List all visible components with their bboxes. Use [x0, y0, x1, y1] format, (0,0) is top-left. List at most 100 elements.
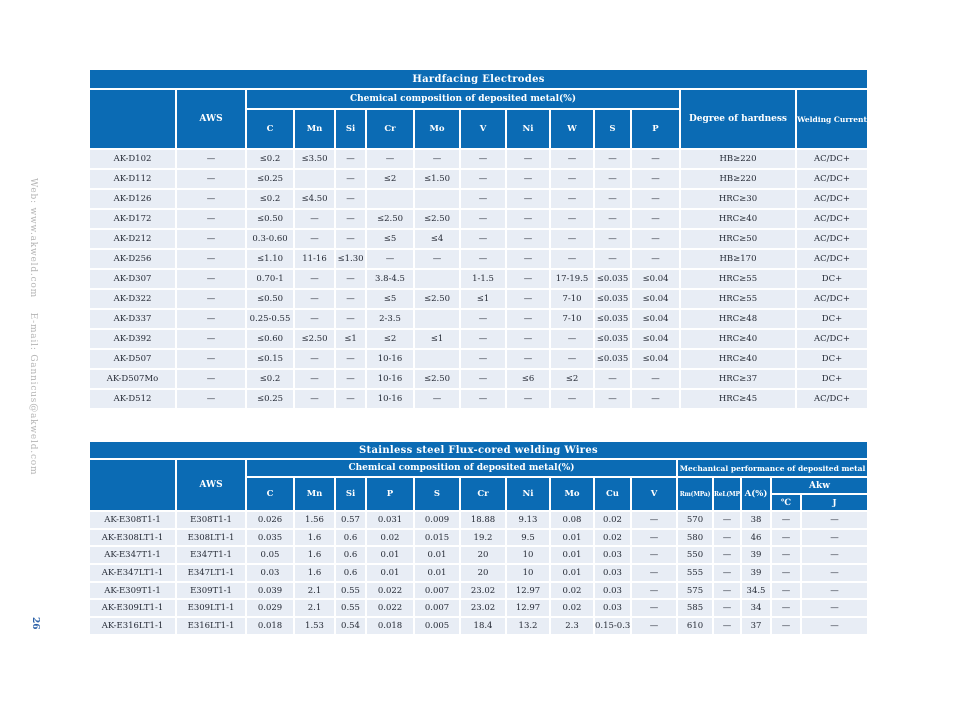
table2-body: AK-E308T1-1 E308T1-1 0.026 1.56 0.57 0.031 0.0… — [88, 510, 870, 636]
table-row: AK-E347LT1-1 E347LT1-1 0.03 1.6 0.6 0.01 0.01 2… — [88, 563, 870, 583]
value-cell: DC+ — [794, 268, 870, 290]
value-cell: ≤2.50 — [413, 288, 461, 310]
value-cell: ≤0.035 — [593, 268, 632, 290]
table1-title-row: Hardfacing Electrodes — [87, 68, 870, 90]
value-cell: ≤0.50 — [245, 288, 295, 310]
value-cell: — — [459, 248, 507, 270]
value-cell: — — [334, 388, 367, 410]
value-cell: 0.3-0.60 — [245, 228, 295, 250]
value-cell: HRC≥40 — [679, 328, 797, 350]
value-cell: 23.02 — [459, 580, 507, 601]
value-cell: 2.3 — [549, 616, 595, 636]
value-cell: — — [770, 545, 802, 566]
value-cell: 3.8-4.5 — [365, 268, 415, 290]
value-cell: — — [334, 308, 367, 330]
model-name-cell: AK-E316LT1-1 — [88, 616, 177, 636]
value-cell: 0.01 — [549, 527, 595, 548]
value-cell: — — [630, 527, 678, 548]
value-cell: — — [799, 563, 870, 583]
value-cell: — — [293, 308, 336, 330]
value-cell: — — [770, 580, 802, 601]
value-cell: — — [593, 388, 632, 410]
value-cell: — — [630, 598, 678, 619]
value-cell: 7-10 — [549, 308, 595, 330]
model-name-cell: AK-E308LT1-1 — [88, 527, 177, 548]
value-cell: 0.01 — [413, 563, 461, 583]
value-cell: ≤6 — [505, 368, 551, 390]
value-cell: 0.02 — [549, 598, 595, 619]
value-cell: AC/DC+ — [794, 248, 870, 270]
value-cell: — — [712, 580, 742, 601]
value-cell: 17-19.5 — [549, 268, 595, 290]
value-cell: — — [175, 348, 247, 370]
value-cell: — — [799, 580, 870, 601]
value-cell: — — [175, 368, 247, 390]
value-cell: — — [334, 368, 367, 390]
value-cell: ≤0.035 — [593, 328, 632, 350]
value-cell: AC/DC+ — [794, 168, 870, 190]
table-row: AK-D112— ≤0.25— ≤2 ≤1.50— — — — — HB≥220 AC/DC+ — [88, 168, 870, 190]
table-row: AK-E309LT1-1 E309LT1-1 0.029 2.1 0.55 0.022 0.… — [88, 598, 870, 619]
value-cell: 0.54 — [334, 616, 367, 636]
value-cell — [293, 168, 336, 190]
value-cell: ≤2 — [365, 328, 415, 350]
value-cell: 0.70-1 — [245, 268, 295, 290]
table-row: AK-D507Mo — ≤0.2— —10-16 ≤2.50— ≤6 ≤2— — HRC≥37 D… — [88, 368, 870, 390]
element-header-mn: Mn — [293, 108, 336, 150]
value-cell: — — [365, 148, 415, 170]
table2-akw-sub-row: ℃ J — [89, 493, 870, 512]
value-cell: ≤0.035 — [593, 288, 632, 310]
value-cell — [413, 348, 461, 370]
element-header-cr: Cr — [365, 108, 415, 150]
table-row: AK-D512— ≤0.25— —10-16— — — — — — HRC≥45 AC/DC+ — [88, 388, 870, 410]
value-cell: ≤0.50 — [245, 208, 295, 230]
value-cell: 0.02 — [549, 580, 595, 601]
value-cell: 0.007 — [413, 580, 461, 601]
value-cell: — — [175, 208, 247, 230]
value-cell: — — [593, 148, 632, 170]
value-cell: 46 — [740, 527, 772, 548]
element-header-ni: Ni — [505, 476, 551, 512]
value-cell: 0.022 — [365, 580, 415, 601]
value-cell: E309T1-1 — [175, 580, 247, 601]
value-cell: — — [630, 228, 681, 250]
value-cell: E347LT1-1 — [175, 563, 247, 583]
value-cell: 0.05 — [245, 545, 295, 566]
value-cell: 10-16 — [365, 368, 415, 390]
value-cell: AC/DC+ — [794, 148, 870, 170]
akw-header: Akw — [769, 476, 870, 495]
value-cell: ≤1 — [413, 328, 461, 350]
value-cell: — — [630, 388, 681, 410]
value-cell: 0.035 — [245, 527, 295, 548]
value-cell: 12.97 — [505, 580, 551, 601]
value-cell: — — [712, 510, 742, 530]
value-cell: 0.55 — [334, 598, 367, 619]
value-cell: ≤1.50 — [413, 168, 461, 190]
model-name-cell: AK-D126 — [88, 188, 177, 210]
value-cell — [413, 188, 461, 210]
value-cell: 18.88 — [459, 510, 507, 530]
table1-header: Hardfacing Electrodes AWS Chemical compo… — [87, 68, 870, 150]
value-cell: AC/DC+ — [794, 208, 870, 230]
value-cell: 550 — [676, 545, 714, 566]
value-cell: — — [630, 563, 678, 583]
table2-element-row: C Mn Si P S Cr Ni Mo Cu V Rm(MPa) ReL(MP… — [89, 476, 870, 512]
value-cell: ≤1 — [334, 328, 367, 350]
value-cell: ≤0.04 — [630, 348, 681, 370]
value-cell: — — [770, 563, 802, 583]
value-cell: — — [549, 388, 595, 410]
rel-mpa-header: ReL(MPa) — [712, 476, 742, 512]
element-header-mo: Mo — [413, 108, 461, 150]
model-name-cell: AK-D112 — [88, 168, 177, 190]
table-row: AK-D337—0.25-0.55— —2-3.5— —7-10 ≤0.035 ≤0.0… — [88, 308, 870, 330]
value-cell: — — [505, 388, 551, 410]
element-header-c: C — [245, 476, 295, 512]
value-cell: ≤4 — [413, 228, 461, 250]
value-cell: HB≥170 — [679, 248, 797, 270]
value-cell: 1.53 — [293, 616, 336, 636]
model-name-cell: AK-D307 — [88, 268, 177, 290]
value-cell: — — [175, 328, 247, 350]
value-cell: AC/DC+ — [794, 228, 870, 250]
model-name-cell: AK-D322 — [88, 288, 177, 310]
value-cell: — — [630, 208, 681, 230]
